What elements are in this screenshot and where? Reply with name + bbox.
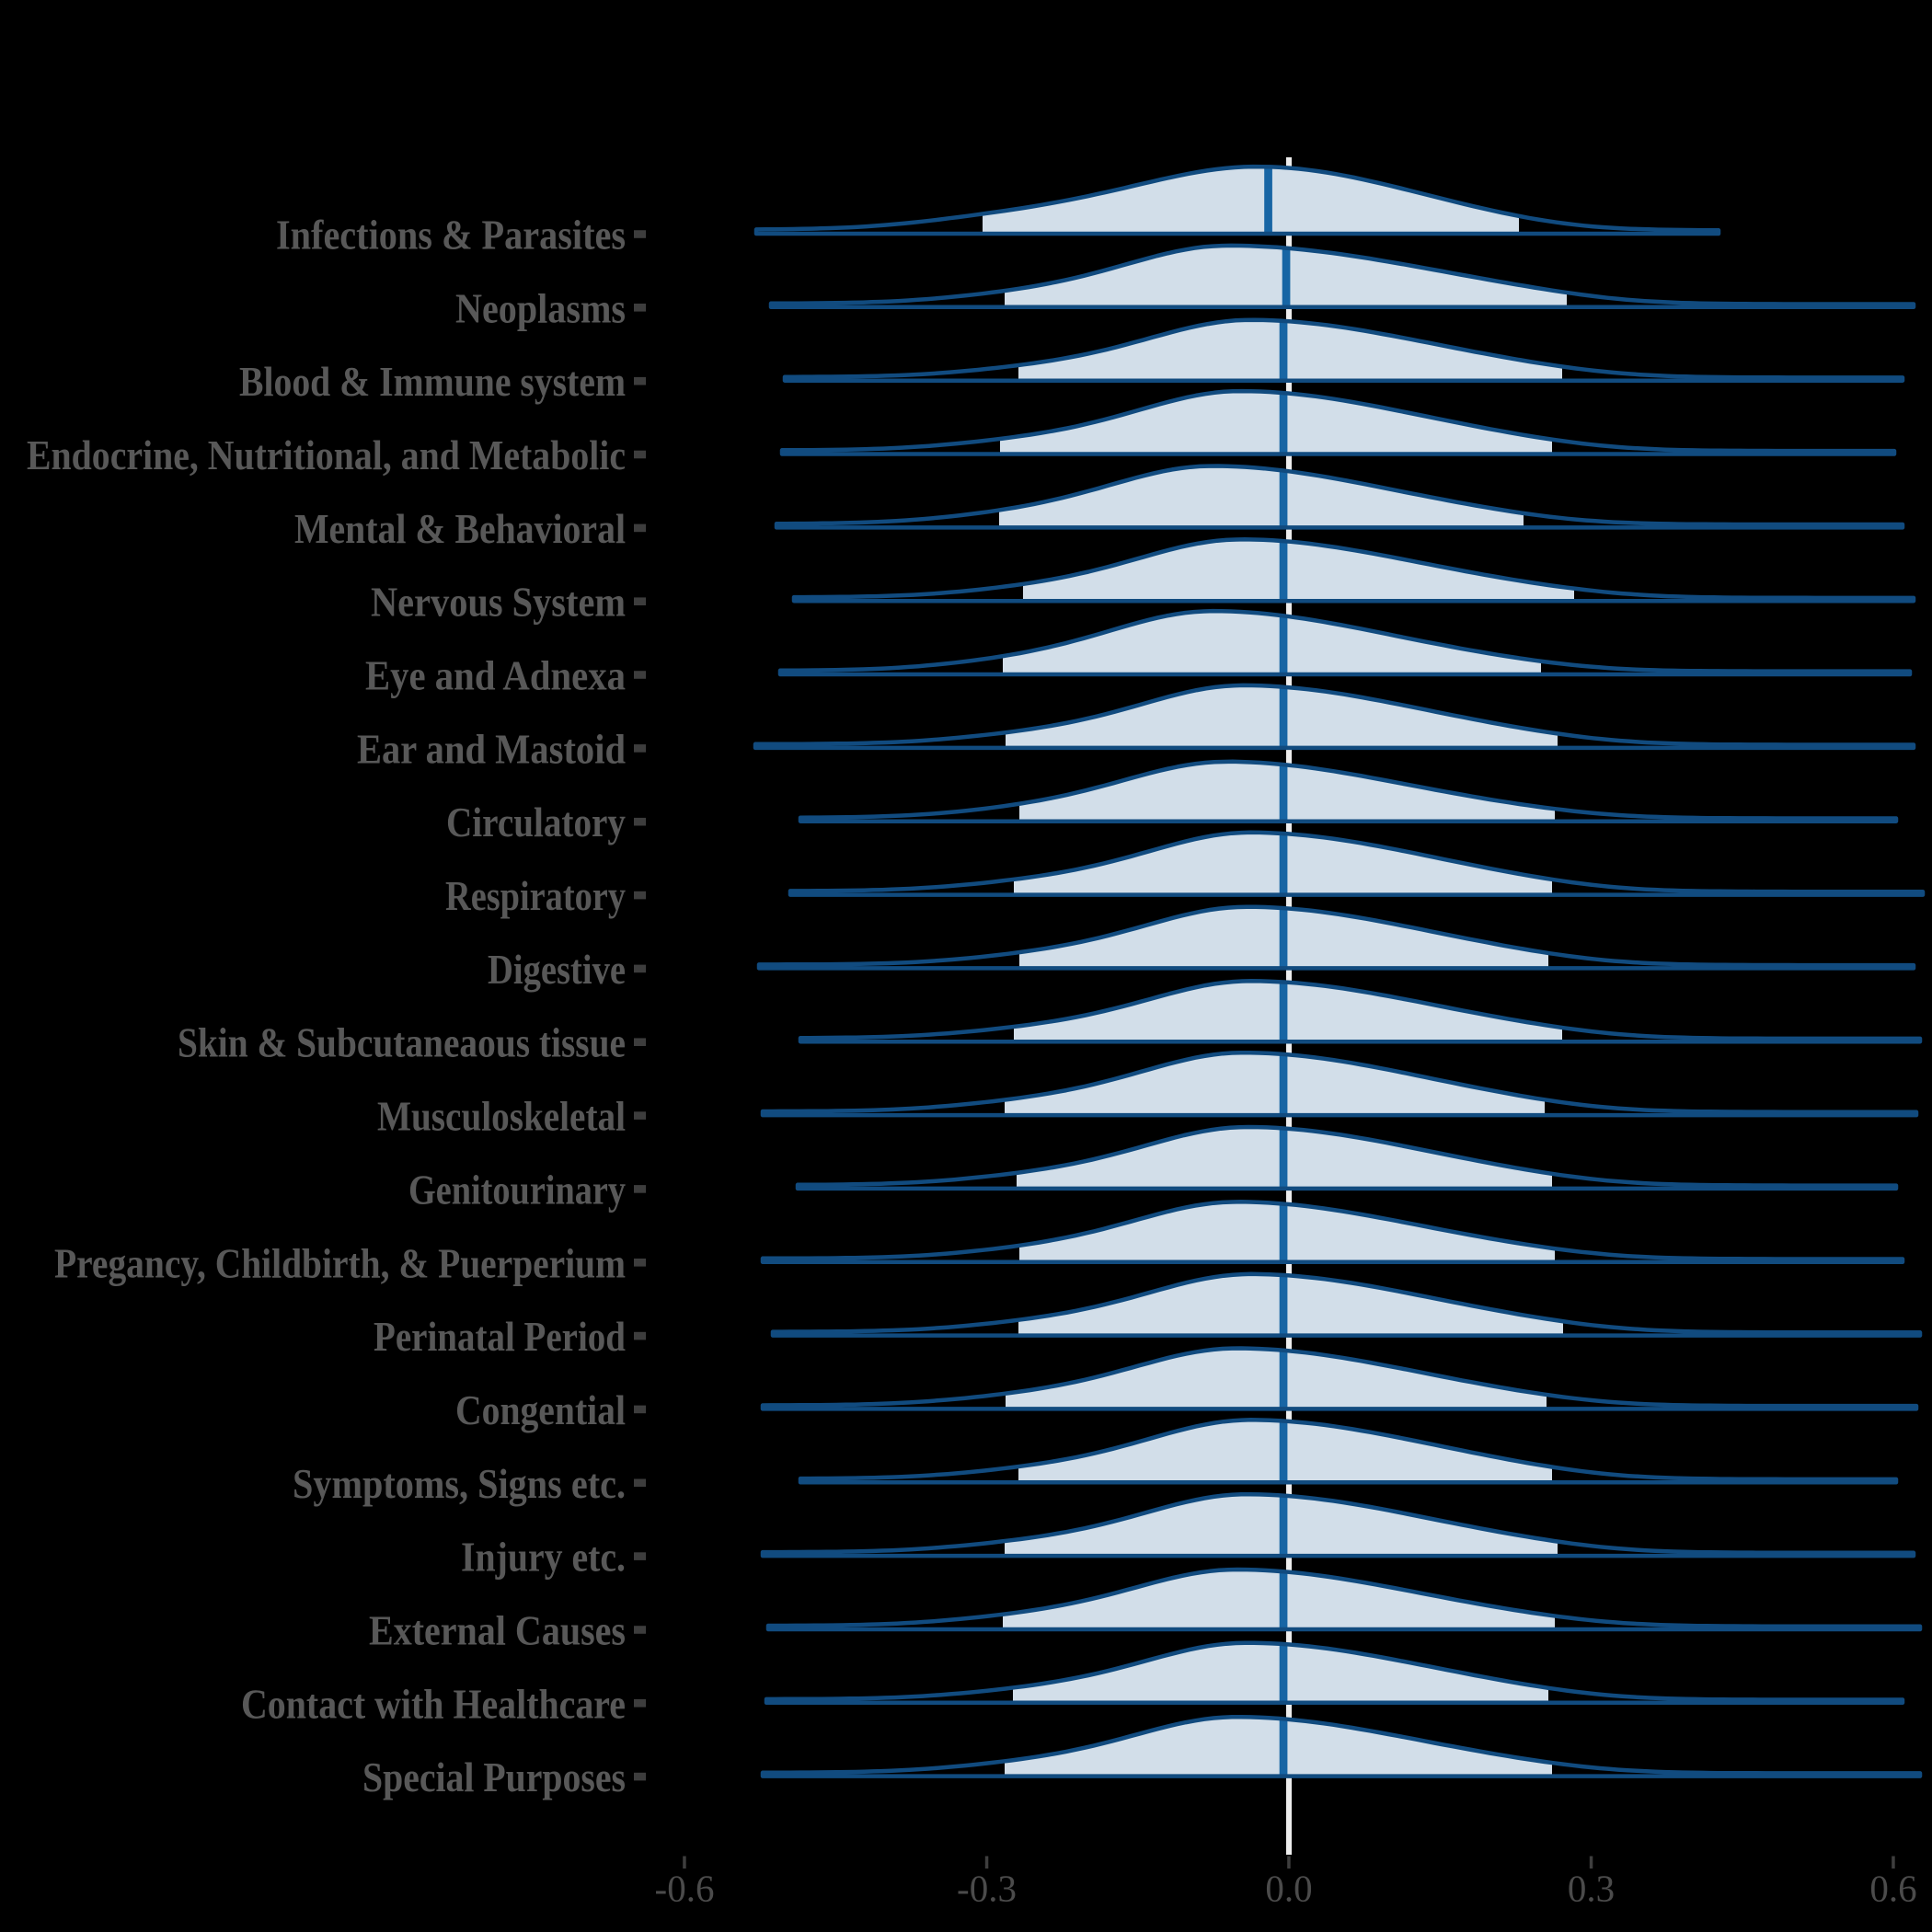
svg-text:Perinatal Period: Perinatal Period	[374, 1313, 626, 1360]
svg-text:Skin & Subcutaneaous tissue: Skin & Subcutaneaous tissue	[178, 1019, 626, 1066]
svg-text:Genitourinary: Genitourinary	[408, 1166, 626, 1213]
svg-text:Injury etc.: Injury etc.	[461, 1534, 626, 1581]
svg-text:Digestive: Digestive	[488, 946, 626, 993]
svg-text:Nervous System: Nervous System	[371, 579, 626, 626]
svg-text:Infections & Parasites: Infections & Parasites	[276, 212, 626, 259]
svg-text:External Causes: External Causes	[369, 1607, 626, 1654]
svg-text:Congential: Congential	[455, 1386, 626, 1433]
svg-text:Neoplasms: Neoplasms	[455, 284, 626, 331]
svg-text:Blood & Immune system: Blood & Immune system	[239, 358, 626, 405]
svg-text:Mental & Behavioral: Mental & Behavioral	[294, 505, 626, 552]
svg-text:-0.3: -0.3	[957, 1868, 1017, 1910]
svg-text:0.0: 0.0	[1265, 1868, 1312, 1910]
svg-text:Symptoms, Signs etc.: Symptoms, Signs etc.	[293, 1460, 626, 1507]
svg-text:Eye and Adnexa: Eye and Adnexa	[365, 652, 626, 699]
svg-text:Pregancy, Childbirth, & Puerpe: Pregancy, Childbirth, & Puerperium	[54, 1239, 626, 1286]
svg-text:0.3: 0.3	[1568, 1868, 1615, 1910]
svg-text:Special Purposes: Special Purposes	[362, 1754, 626, 1800]
svg-text:Circulatory: Circulatory	[446, 799, 626, 845]
svg-text:Contact with Healthcare: Contact with Healthcare	[241, 1680, 626, 1727]
svg-text:Musculoskeletal: Musculoskeletal	[377, 1093, 626, 1140]
svg-text:0.6: 0.6	[1869, 1868, 1916, 1910]
svg-text:Respiratory: Respiratory	[445, 872, 626, 919]
svg-text:-0.6: -0.6	[655, 1868, 715, 1910]
svg-text:Endocrine, Nutritional, and Me: Endocrine, Nutritional, and Metabolic	[27, 431, 626, 478]
svg-text:Ear and Mastoid: Ear and Mastoid	[357, 725, 626, 772]
